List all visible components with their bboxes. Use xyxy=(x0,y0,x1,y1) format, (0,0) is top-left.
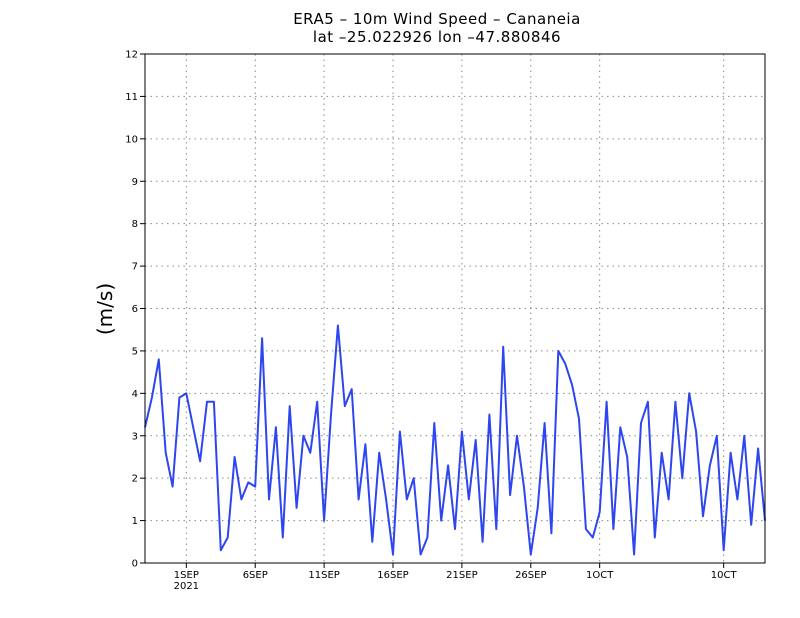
x-tick-label: 6SEP xyxy=(243,570,268,581)
x-tick-label: 1OCT xyxy=(586,570,614,581)
y-tick-label: 12 xyxy=(125,50,138,61)
series-layer xyxy=(144,324,766,556)
x-tick-label: 10CT xyxy=(711,570,738,581)
grid-lines xyxy=(145,54,765,563)
x-tick-label: 11SEP xyxy=(308,570,339,581)
y-tick-label: 6 xyxy=(132,304,138,315)
y-tick-label: 11 xyxy=(125,92,138,103)
x-tick-label: 16SEP xyxy=(377,570,408,581)
y-axis-label: (m/s) xyxy=(93,283,117,335)
y-tick-label: 0 xyxy=(132,559,138,570)
plot-frame xyxy=(144,53,766,564)
y-tick-label: 5 xyxy=(132,346,138,357)
y-tick-label: 9 xyxy=(132,177,138,188)
x-tick-label: 21SEP xyxy=(446,570,477,581)
y-tick-label: 3 xyxy=(132,431,138,442)
x-tick-label: 26SEP xyxy=(515,570,546,581)
y-tick-label: 4 xyxy=(132,389,138,400)
wind-speed-series-line xyxy=(144,324,766,556)
y-tick-label: 8 xyxy=(132,219,138,230)
x-tick-sublabel: 2021 xyxy=(174,581,199,592)
x-tick-label: 1SEP xyxy=(174,570,199,581)
y-tick-label: 10 xyxy=(125,134,138,145)
axes xyxy=(144,53,766,564)
chart-title: ERA5 – 10m Wind Speed – Cananeia xyxy=(293,10,581,28)
y-tick-label: 1 xyxy=(132,516,138,527)
y-tick-label: 2 xyxy=(132,474,138,485)
chart-subtitle: lat –25.022926 lon –47.880846 xyxy=(313,28,561,46)
y-tick-label: 7 xyxy=(132,262,138,273)
